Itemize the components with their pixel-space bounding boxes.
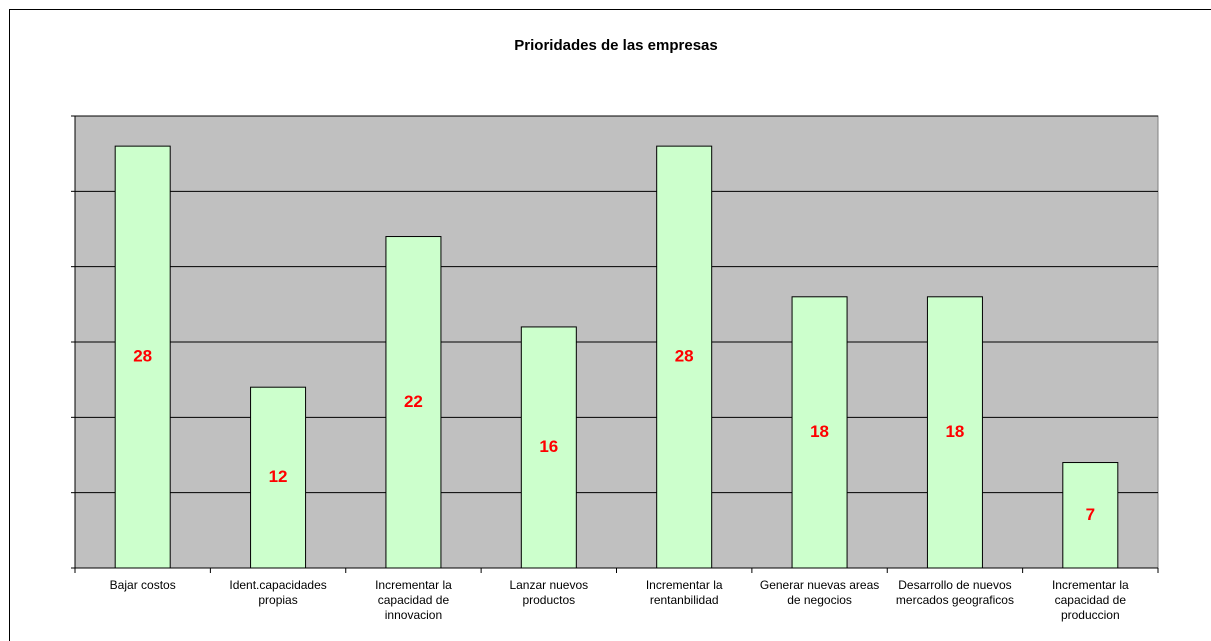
bar [926,296,983,569]
bar [791,296,848,569]
bar [1062,462,1119,569]
x-tick-label: Bajar costos [109,578,176,592]
bar [385,236,442,569]
bar [656,145,713,569]
bar [250,386,307,569]
bar [520,326,577,569]
x-tick-label: Desarrollo de nuevos mercados geografico… [895,578,1014,607]
x-tick-label: Lanzar nuevos productos [509,578,589,607]
x-tick-label: Incrementar la capacidad de innovacion [375,578,452,622]
x-tick-label: Generar nuevas areas de negocios [759,578,880,607]
data-label: 18 [945,422,964,441]
data-label: 16 [539,437,558,456]
x-tick-label: Ident.capacidades propias [229,578,327,607]
data-label: 28 [133,347,152,366]
data-label: 12 [269,467,288,486]
data-label: 7 [1086,505,1095,524]
x-tick-label: Incrementar la rentanbilidad [645,578,723,607]
bar [114,145,171,569]
chart-title: Prioridades de las empresas [514,37,717,54]
data-label: 22 [404,392,423,411]
data-label: 18 [810,422,829,441]
data-label: 28 [675,347,694,366]
x-tick-label: Incrementar la capacidad de produccion [1051,578,1129,622]
